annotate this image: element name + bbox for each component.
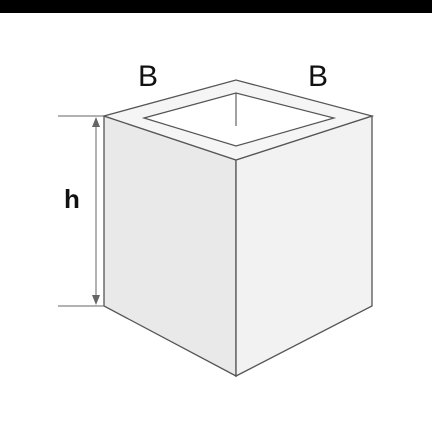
box-right-face — [235, 115, 373, 378]
width-label-right: B — [308, 60, 328, 93]
height-arrow-bottom — [92, 295, 100, 305]
height-label: h — [64, 184, 80, 214]
height-arrow-top — [92, 117, 100, 127]
height-dimension — [58, 115, 104, 307]
width-label-left: B — [138, 60, 158, 93]
top-bar — [0, 0, 432, 13]
box-shape — [101, 79, 375, 378]
box-left-face — [103, 115, 237, 378]
box-opening — [141, 92, 337, 147]
